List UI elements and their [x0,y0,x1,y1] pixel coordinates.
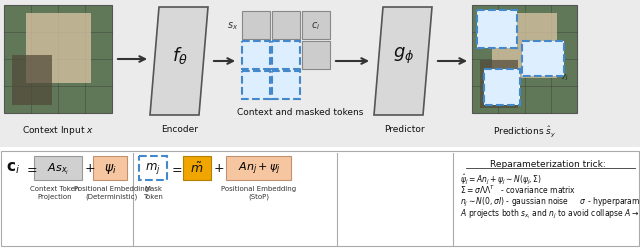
FancyBboxPatch shape [272,12,300,40]
FancyBboxPatch shape [242,12,270,40]
FancyBboxPatch shape [492,14,557,79]
FancyBboxPatch shape [242,72,270,100]
FancyBboxPatch shape [34,156,82,180]
FancyBboxPatch shape [93,156,127,180]
Text: Context Token
Projection: Context Token Projection [30,185,80,199]
Text: Predictions $\hat{s}_y$: Predictions $\hat{s}_y$ [493,124,556,138]
Text: $\hat{s}_{y_j}$: $\hat{s}_{y_j}$ [556,64,569,83]
Text: Positional Embedding
(Deterministic): Positional Embedding (Deterministic) [74,185,150,200]
FancyBboxPatch shape [12,56,52,106]
Text: $m_j$: $m_j$ [145,161,161,176]
Text: $An_j + \psi_j$: $An_j + \psi_j$ [237,160,280,176]
FancyBboxPatch shape [302,12,330,40]
FancyBboxPatch shape [477,11,517,49]
Text: $\psi_i$: $\psi_i$ [104,161,116,175]
Text: Encoder: Encoder [161,124,198,134]
Text: Reparameterization trick:: Reparameterization trick: [490,159,606,168]
FancyBboxPatch shape [484,70,520,106]
FancyBboxPatch shape [0,0,640,148]
Polygon shape [150,8,208,116]
Text: $\hat{\psi}_j = An_j + \psi_j \sim N(\psi_j, \Sigma)$: $\hat{\psi}_j = An_j + \psi_j \sim N(\ps… [460,171,542,186]
Text: $As_{x_i}$: $As_{x_i}$ [47,161,69,176]
FancyBboxPatch shape [480,61,518,108]
Text: Context Input $x$: Context Input $x$ [22,124,94,136]
FancyBboxPatch shape [26,14,91,84]
FancyBboxPatch shape [302,42,330,70]
FancyBboxPatch shape [183,156,211,180]
Text: $f_{\theta}$: $f_{\theta}$ [172,45,188,66]
Text: $\mathbf{c}_i$: $\mathbf{c}_i$ [6,159,20,175]
Text: $s_x$: $s_x$ [227,20,238,32]
FancyBboxPatch shape [522,42,564,77]
Text: Context and masked tokens: Context and masked tokens [237,108,363,116]
FancyBboxPatch shape [242,42,270,70]
FancyBboxPatch shape [226,156,291,180]
Text: Mask
Token: Mask Token [143,185,163,199]
Polygon shape [374,8,432,116]
Text: Positional Embedding
(StoP): Positional Embedding (StoP) [221,185,296,200]
Text: $=$: $=$ [24,161,38,174]
Text: $c_i$: $c_i$ [312,20,321,32]
Text: $+$: $+$ [213,161,224,174]
Text: $\Sigma = \sigma\Lambda\Lambda^T$   - covariance matrix: $\Sigma = \sigma\Lambda\Lambda^T$ - cova… [460,183,576,196]
Text: $\tilde{m}$: $\tilde{m}$ [190,161,204,176]
FancyBboxPatch shape [0,148,640,250]
FancyBboxPatch shape [472,6,577,114]
Text: $m_j$: $m_j$ [250,50,262,61]
Text: $n_j \sim N(0, \sigma I)$ - gaussian noise     $\sigma$ - hyperparam: $n_j \sim N(0, \sigma I)$ - gaussian noi… [460,195,640,208]
Text: $+$: $+$ [84,161,95,174]
Text: $=$: $=$ [169,161,182,174]
Text: $A$ projects both $s_{x_i}$ and $n_j$ to avoid collapse $A \to 0$: $A$ projects both $s_{x_i}$ and $n_j$ to… [460,207,640,220]
Text: $g_{\phi}$: $g_{\phi}$ [394,46,415,66]
FancyBboxPatch shape [4,6,112,114]
FancyBboxPatch shape [272,72,300,100]
Text: Predictor: Predictor [384,124,424,134]
FancyBboxPatch shape [272,42,300,70]
